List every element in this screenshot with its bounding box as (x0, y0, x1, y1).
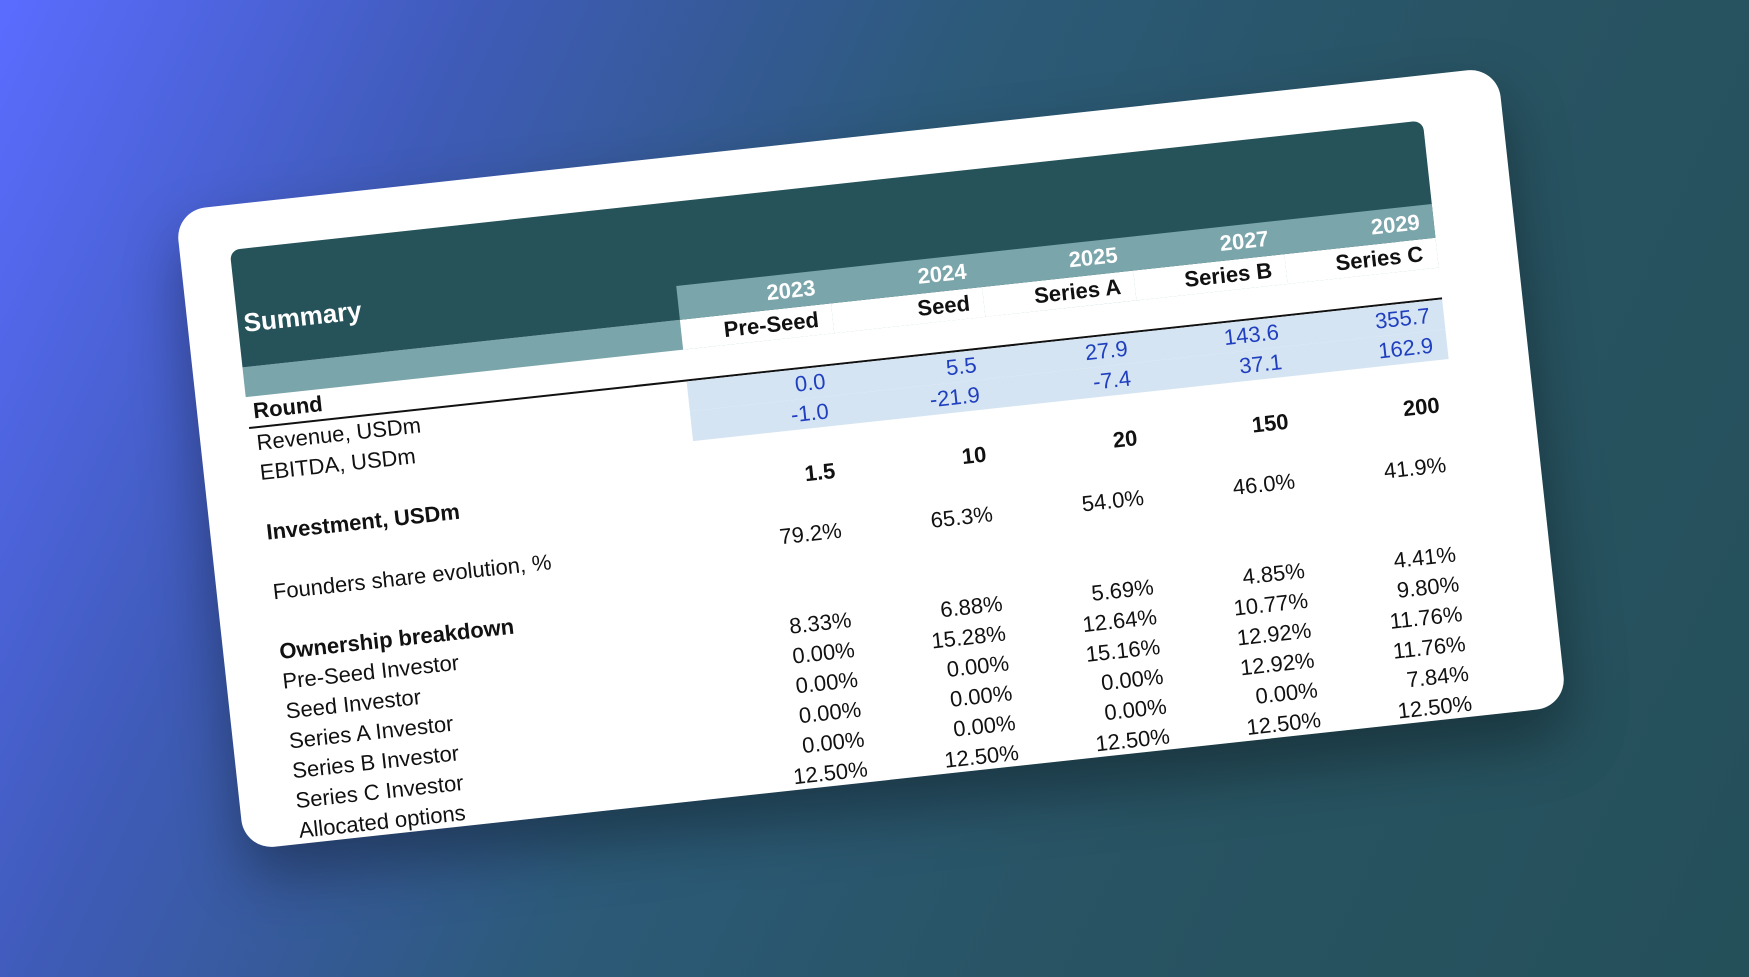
summary-card: Summary 2023 2024 2025 2027 2029 Pre-See… (175, 67, 1567, 850)
sheet-title: Summary (242, 295, 364, 338)
summary-sheet: Summary 2023 2024 2025 2027 2029 Pre-See… (229, 120, 1488, 849)
